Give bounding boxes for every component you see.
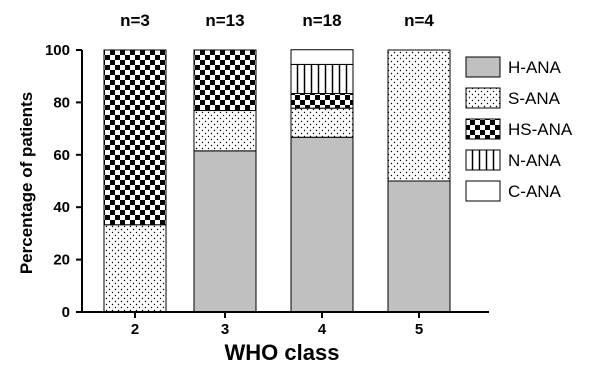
x-ticks: 2 3 4 5: [131, 312, 423, 338]
legend-label-c-ana: C-ANA: [508, 182, 562, 201]
bar-segment-c-ana-class-4: [290, 49, 354, 65]
y-tick-label: 0: [62, 304, 70, 321]
x-tick-label: 2: [131, 321, 139, 338]
legend-swatch-s-ana: [465, 87, 501, 109]
bar-segment-s-ana-class-4: [290, 107, 354, 138]
y-tick-label: 40: [53, 199, 70, 216]
y-tick-label: 100: [45, 42, 70, 59]
legend-swatch-hs-ana: [465, 118, 501, 140]
x-tick-label: 4: [318, 321, 327, 338]
bar-segment-s-ana-class-2: [103, 224, 167, 313]
y-ticks: 0 20 40 60 80 100: [45, 42, 82, 321]
bar-segment-s-ana-class-3: [193, 110, 257, 152]
group-count-label: n=13: [205, 11, 244, 30]
x-axis-title: WHO class: [225, 340, 340, 365]
axes: [81, 50, 489, 313]
x-tick-label: 5: [415, 321, 423, 338]
bar-segment-hs-ana-class-4: [290, 92, 354, 109]
legend-label-n-ana: N-ANA: [508, 151, 562, 170]
bar-segment-hs-ana-class-2: [103, 49, 167, 226]
group-count-label: n=18: [302, 11, 341, 30]
y-tick-label: 60: [53, 147, 70, 164]
bar-segment-h-ana-class-4: [290, 136, 354, 313]
bar-segment-hs-ana-class-3: [193, 49, 257, 112]
legend-swatch-h-ana: [465, 56, 501, 78]
y-axis-title: Percentage of patients: [17, 92, 36, 274]
legend-label-h-ana: H-ANA: [508, 58, 562, 77]
bar-segment-h-ana-class-5: [387, 180, 451, 313]
legend: H-ANA S-ANA HS-ANA N-ANA C-ANA: [465, 56, 573, 202]
bar-segment-h-ana-class-3: [193, 150, 257, 313]
y-tick-label: 20: [53, 252, 70, 269]
group-count-label: n=3: [120, 11, 150, 30]
group-count-label: n=4: [404, 11, 434, 30]
group-count-labels: n=3 n=13 n=18 n=4: [120, 11, 434, 30]
bars-layer: [103, 49, 451, 313]
legend-label-s-ana: S-ANA: [508, 89, 561, 108]
y-tick-label: 80: [53, 94, 70, 111]
legend-swatch-n-ana: [465, 149, 501, 171]
x-tick-label: 3: [221, 321, 229, 338]
legend-label-hs-ana: HS-ANA: [508, 120, 573, 139]
legend-swatch-c-ana: [465, 180, 501, 202]
bar-segment-n-ana-class-4: [290, 63, 354, 94]
bar-segment-s-ana-class-5: [387, 49, 451, 182]
